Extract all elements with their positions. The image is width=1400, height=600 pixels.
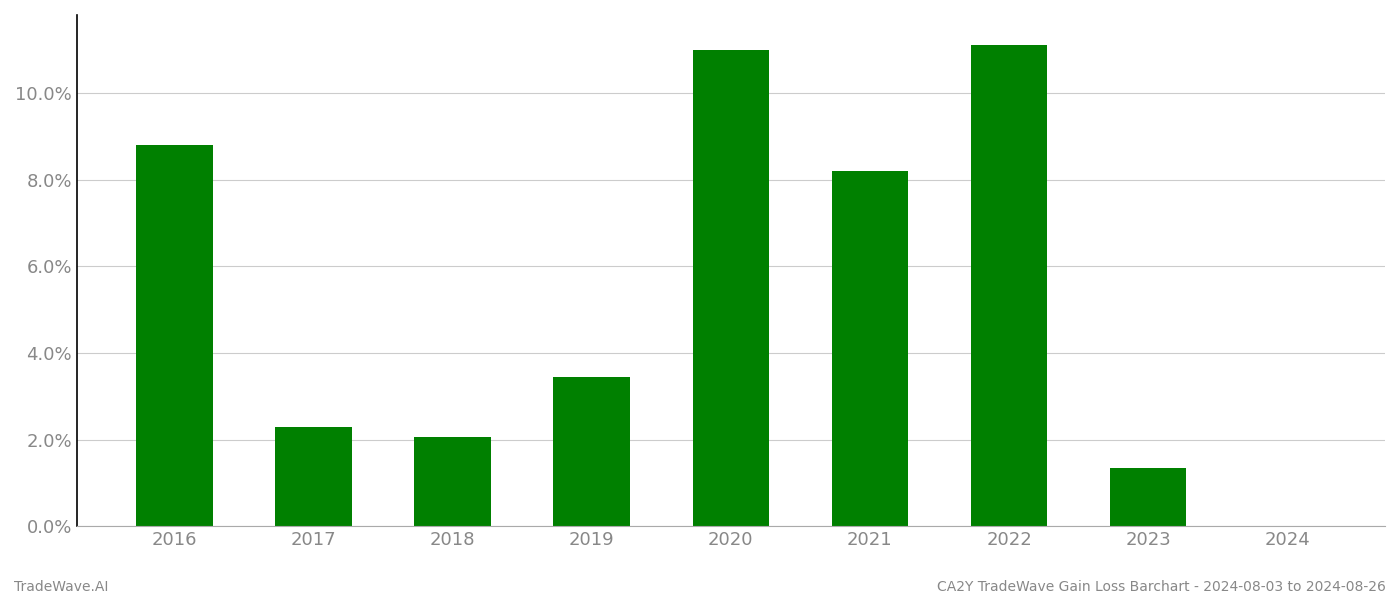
Bar xyxy=(136,145,213,526)
Text: CA2Y TradeWave Gain Loss Barchart - 2024-08-03 to 2024-08-26: CA2Y TradeWave Gain Loss Barchart - 2024… xyxy=(937,580,1386,594)
Bar xyxy=(832,171,909,526)
Text: TradeWave.AI: TradeWave.AI xyxy=(14,580,108,594)
Bar xyxy=(693,50,769,526)
Bar xyxy=(553,377,630,526)
Bar xyxy=(414,437,491,526)
Bar xyxy=(1110,467,1186,526)
Bar xyxy=(970,46,1047,526)
Bar xyxy=(276,427,351,526)
